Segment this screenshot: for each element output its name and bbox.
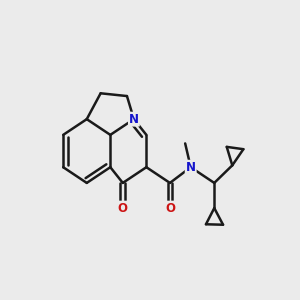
- Text: O: O: [118, 202, 128, 214]
- Text: N: N: [186, 161, 196, 174]
- Text: N: N: [129, 113, 139, 126]
- Text: O: O: [165, 202, 175, 214]
